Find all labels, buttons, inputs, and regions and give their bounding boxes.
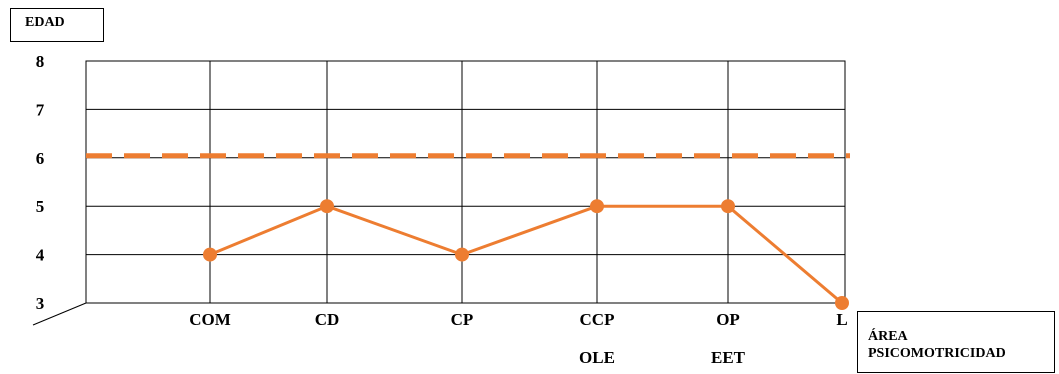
- plot-area-border: [85, 60, 846, 304]
- series-group: [203, 199, 849, 310]
- x-tick-label: CP: [451, 310, 474, 329]
- x-tick-label: CCP: [580, 310, 615, 329]
- data-point: [835, 296, 849, 310]
- x-tick-label: CD: [315, 310, 340, 329]
- data-point: [203, 247, 217, 262]
- axis-perspective-line: [32, 302, 87, 326]
- x-tick-labels: COM CD CP CCP OP L OLE EET: [189, 310, 847, 367]
- y-axis-title: EDAD: [10, 8, 104, 42]
- x-tick-label: COM: [189, 310, 231, 329]
- y-tick-label: 6: [36, 149, 45, 168]
- y-tick-label: 8: [36, 52, 45, 71]
- data-point: [721, 199, 735, 214]
- x-tick-label: OP: [716, 310, 740, 329]
- x-secondary-label: EET: [711, 348, 746, 367]
- data-point: [320, 199, 334, 214]
- data-point: [590, 199, 604, 214]
- y-tick-label: 3: [36, 294, 45, 313]
- x-axis-title-line-2: PSICOMOTRICIDAD: [868, 346, 1006, 361]
- data-point: [455, 247, 469, 262]
- x-secondary-label: OLE: [579, 348, 615, 367]
- x-tick-label: L: [836, 310, 847, 329]
- x-axis-title-line-1: ÁREA: [868, 329, 908, 344]
- y-tick-label: 5: [36, 197, 45, 216]
- y-tick-label: 4: [36, 246, 45, 265]
- chart-grid: [32, 60, 846, 326]
- x-axis-title: ÁREA PSICOMOTRICIDAD: [857, 311, 1055, 373]
- y-tick-label: 7: [36, 100, 45, 119]
- y-tick-labels: 3 4 5 6 7 8: [36, 52, 45, 313]
- series-line: [209, 204, 843, 305]
